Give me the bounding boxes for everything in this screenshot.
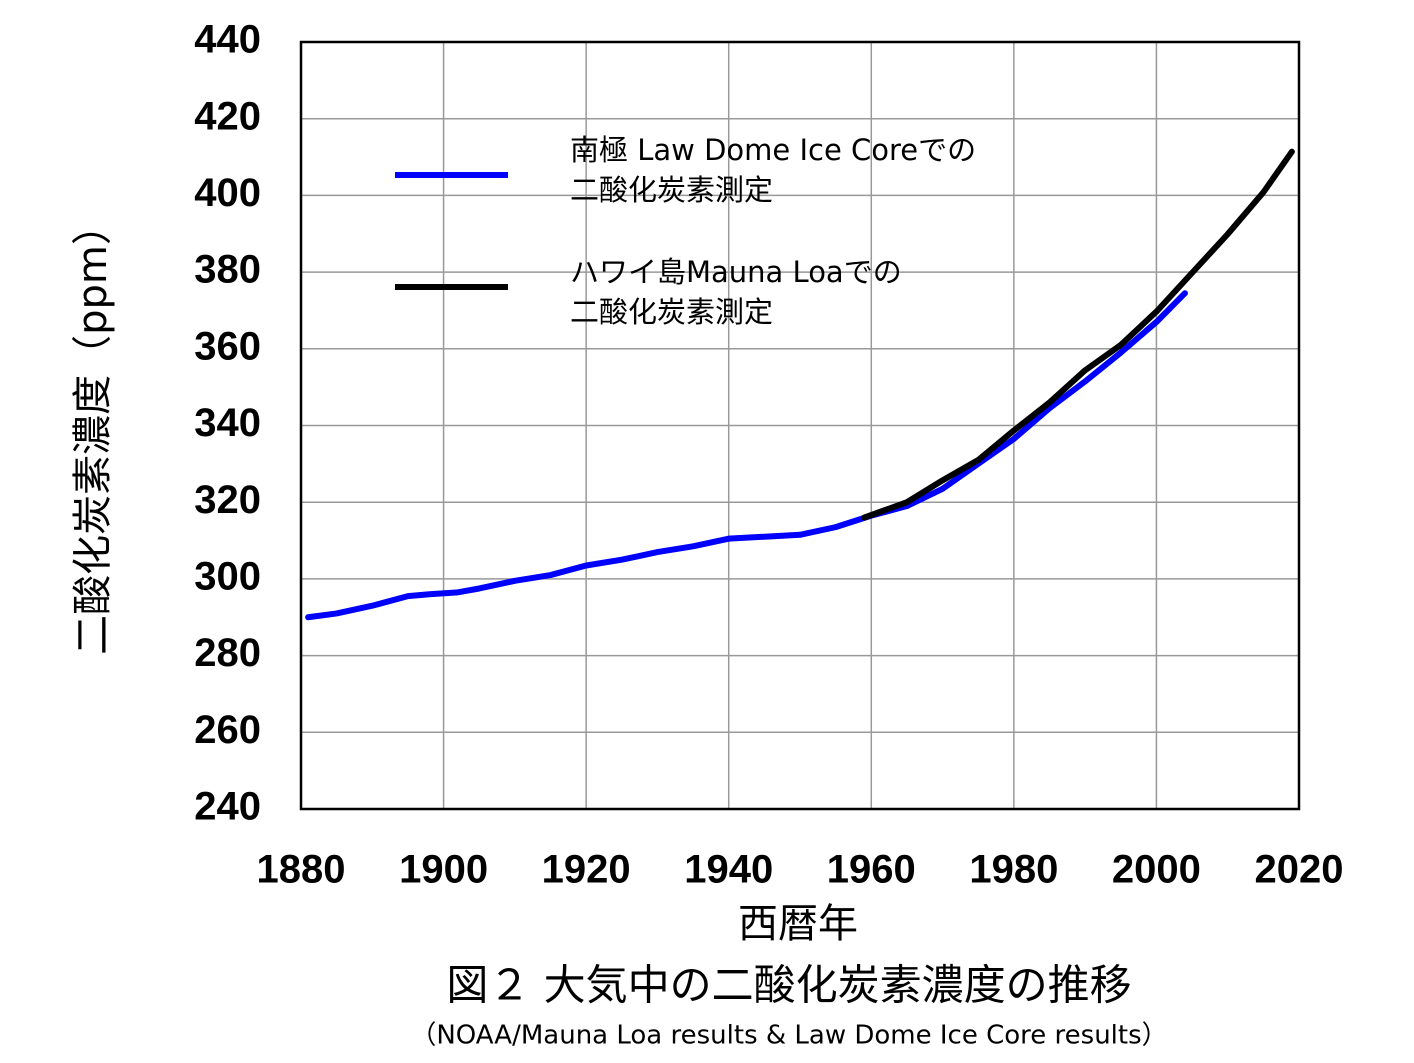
y-tick-label: 320 — [194, 478, 261, 522]
chart-subtitle: （NOAA/Mauna Loa results & Law Dome Ice C… — [410, 1021, 1167, 1051]
y-tick-label: 260 — [194, 708, 261, 752]
y-tick-label: 360 — [194, 324, 261, 368]
x-tick-label: 1900 — [399, 848, 488, 892]
chart-title: 図２ 大気中の二酸化炭素濃度の推移 — [446, 961, 1131, 1010]
x-tick-label: 2020 — [1255, 848, 1344, 892]
x-tick-label: 2000 — [1112, 848, 1201, 892]
y-tick-label: 420 — [194, 94, 261, 138]
y-tick-label: 380 — [194, 248, 261, 292]
legend-label: ハワイ島Mauna Loaでの 二酸化炭素測定 — [570, 255, 902, 329]
y-tick-label: 280 — [194, 631, 261, 675]
y-axis-label: 二酸化炭素濃度（ppm） — [70, 205, 116, 655]
x-tick-label: 1980 — [969, 848, 1058, 892]
plot-frame — [299, 40, 1301, 811]
y-tick-label: 240 — [194, 785, 261, 829]
x-tick-label: 1940 — [684, 848, 773, 892]
legend-label: 南極 Law Dome Ice Coreでの 二酸化炭素測定 — [570, 133, 977, 207]
data-line — [305, 290, 1188, 621]
x-axis-label: 西暦年 — [738, 901, 858, 947]
y-tick-label: 340 — [194, 401, 261, 445]
y-tick-label: 440 — [194, 18, 261, 62]
y-tick-label: 300 — [194, 554, 261, 598]
x-tick-label: 1960 — [827, 848, 916, 892]
x-tick-label: 1920 — [542, 848, 631, 892]
data-line — [861, 148, 1295, 521]
x-tick-label: 1880 — [257, 848, 346, 892]
y-tick-label: 400 — [194, 171, 261, 215]
